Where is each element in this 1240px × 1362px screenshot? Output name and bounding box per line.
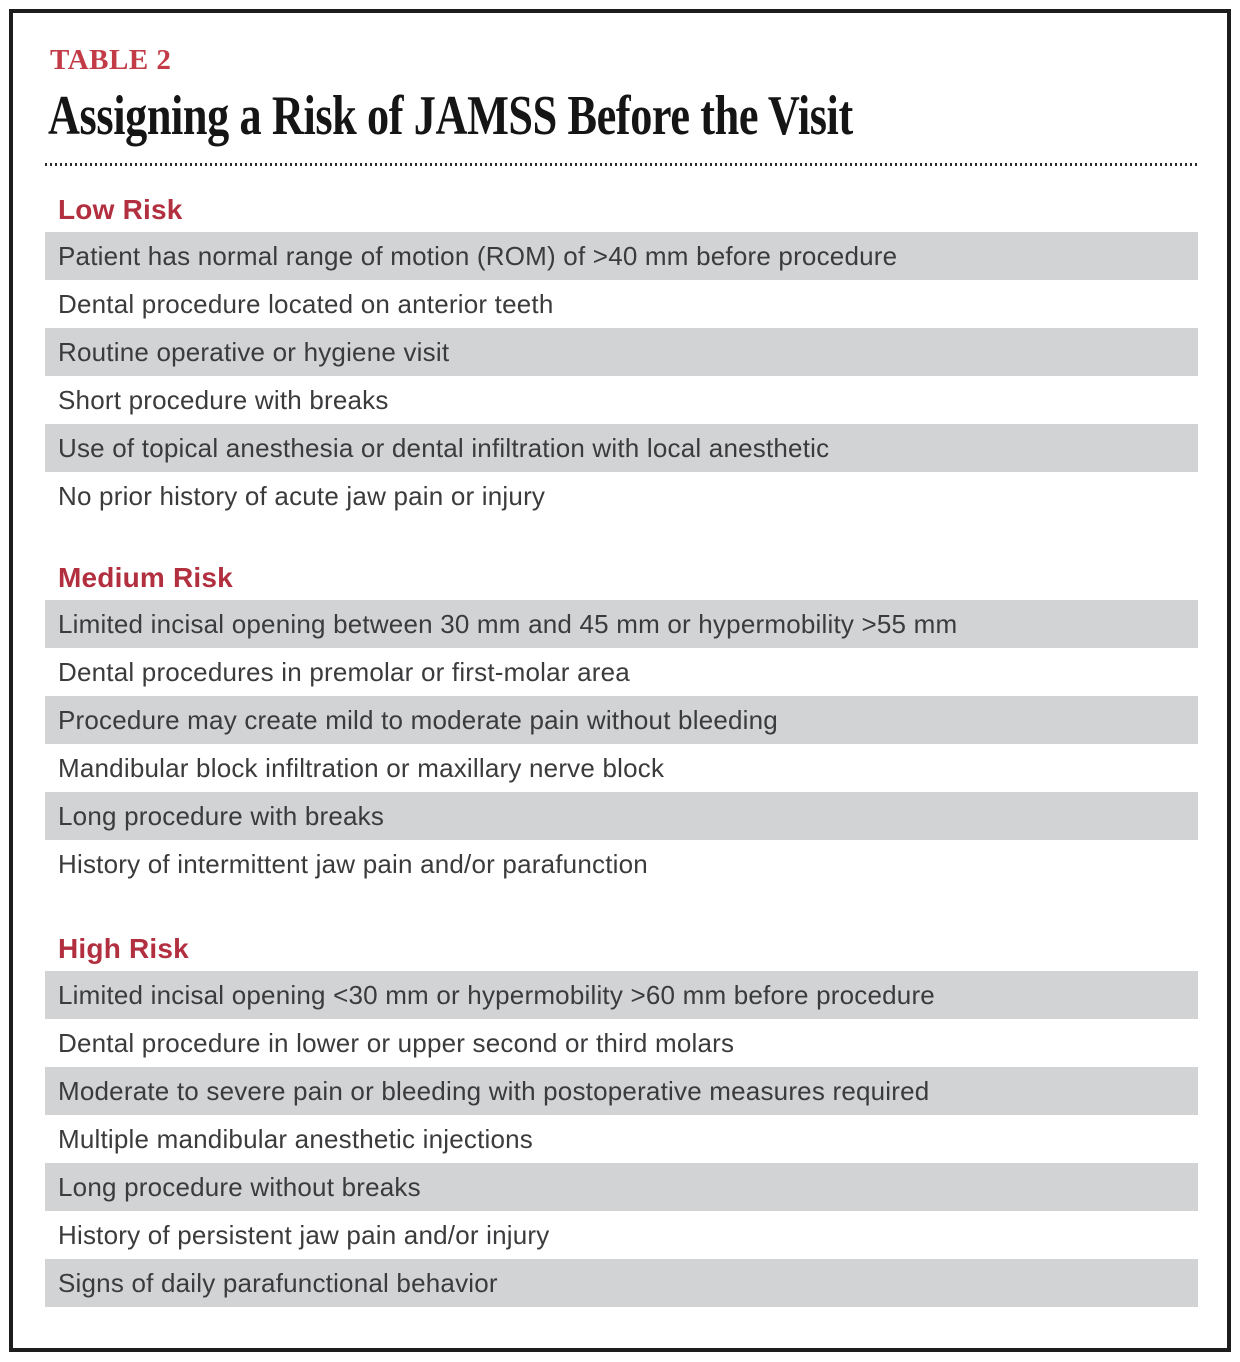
table-row: Multiple mandibular anesthetic injection…	[45, 1115, 1198, 1163]
table-label: TABLE 2	[50, 44, 172, 76]
table-row: Long procedure with breaks	[45, 792, 1198, 840]
risk-row-list: Limited incisal opening between 30 mm an…	[45, 600, 1198, 888]
page-title-text: Assigning a Risk of JAMSS Before the Vis…	[48, 85, 853, 147]
risk-row-list: Patient has normal range of motion (ROM)…	[45, 232, 1198, 520]
table-row: Patient has normal range of motion (ROM)…	[45, 232, 1198, 280]
risk-section-high-risk: High Risk Limited incisal opening <30 mm …	[45, 933, 1198, 1307]
table-row: Dental procedure located on anterior tee…	[45, 280, 1198, 328]
table-row: Limited incisal opening <30 mm or hyperm…	[45, 971, 1198, 1019]
table-row: History of persistent jaw pain and/or in…	[45, 1211, 1198, 1259]
risk-sections: Low Risk Patient has normal range of moti…	[45, 194, 1198, 1307]
table-row: Use of topical anesthesia or dental infi…	[45, 424, 1198, 472]
table-row: Limited incisal opening between 30 mm an…	[45, 600, 1198, 648]
dotted-divider	[45, 163, 1198, 166]
section-heading: Low Risk	[58, 194, 183, 225]
risk-row-list: Limited incisal opening <30 mm or hyperm…	[45, 971, 1198, 1307]
table-row: No prior history of acute jaw pain or in…	[45, 472, 1198, 520]
table-row: Signs of daily parafunctional behavior	[45, 1259, 1198, 1307]
table-row: Dental procedure in lower or upper secon…	[45, 1019, 1198, 1067]
section-heading: High Risk	[58, 933, 189, 964]
risk-section-medium-risk: Medium Risk Limited incisal opening betwe…	[45, 562, 1198, 888]
table-row: History of intermittent jaw pain and/or …	[45, 840, 1198, 888]
risk-section-low-risk: Low Risk Patient has normal range of moti…	[45, 194, 1198, 520]
table-row: Long procedure without breaks	[45, 1163, 1198, 1211]
table-row: Short procedure with breaks	[45, 376, 1198, 424]
table-row: Moderate to severe pain or bleeding with…	[45, 1067, 1198, 1115]
table-row: Mandibular block infiltration or maxilla…	[45, 744, 1198, 792]
table-row: Routine operative or hygiene visit	[45, 328, 1198, 376]
table-row: Procedure may create mild to moderate pa…	[45, 696, 1198, 744]
section-heading: Medium Risk	[58, 562, 233, 593]
table-frame: TABLE 2 Assigning a Risk of JAMSS Before…	[9, 9, 1231, 1352]
page-title: Assigning a Risk of JAMSS Before the Vis…	[48, 88, 1198, 144]
table-row: Dental procedures in premolar or first-m…	[45, 648, 1198, 696]
table-content: TABLE 2 Assigning a Risk of JAMSS Before…	[13, 45, 1227, 1307]
